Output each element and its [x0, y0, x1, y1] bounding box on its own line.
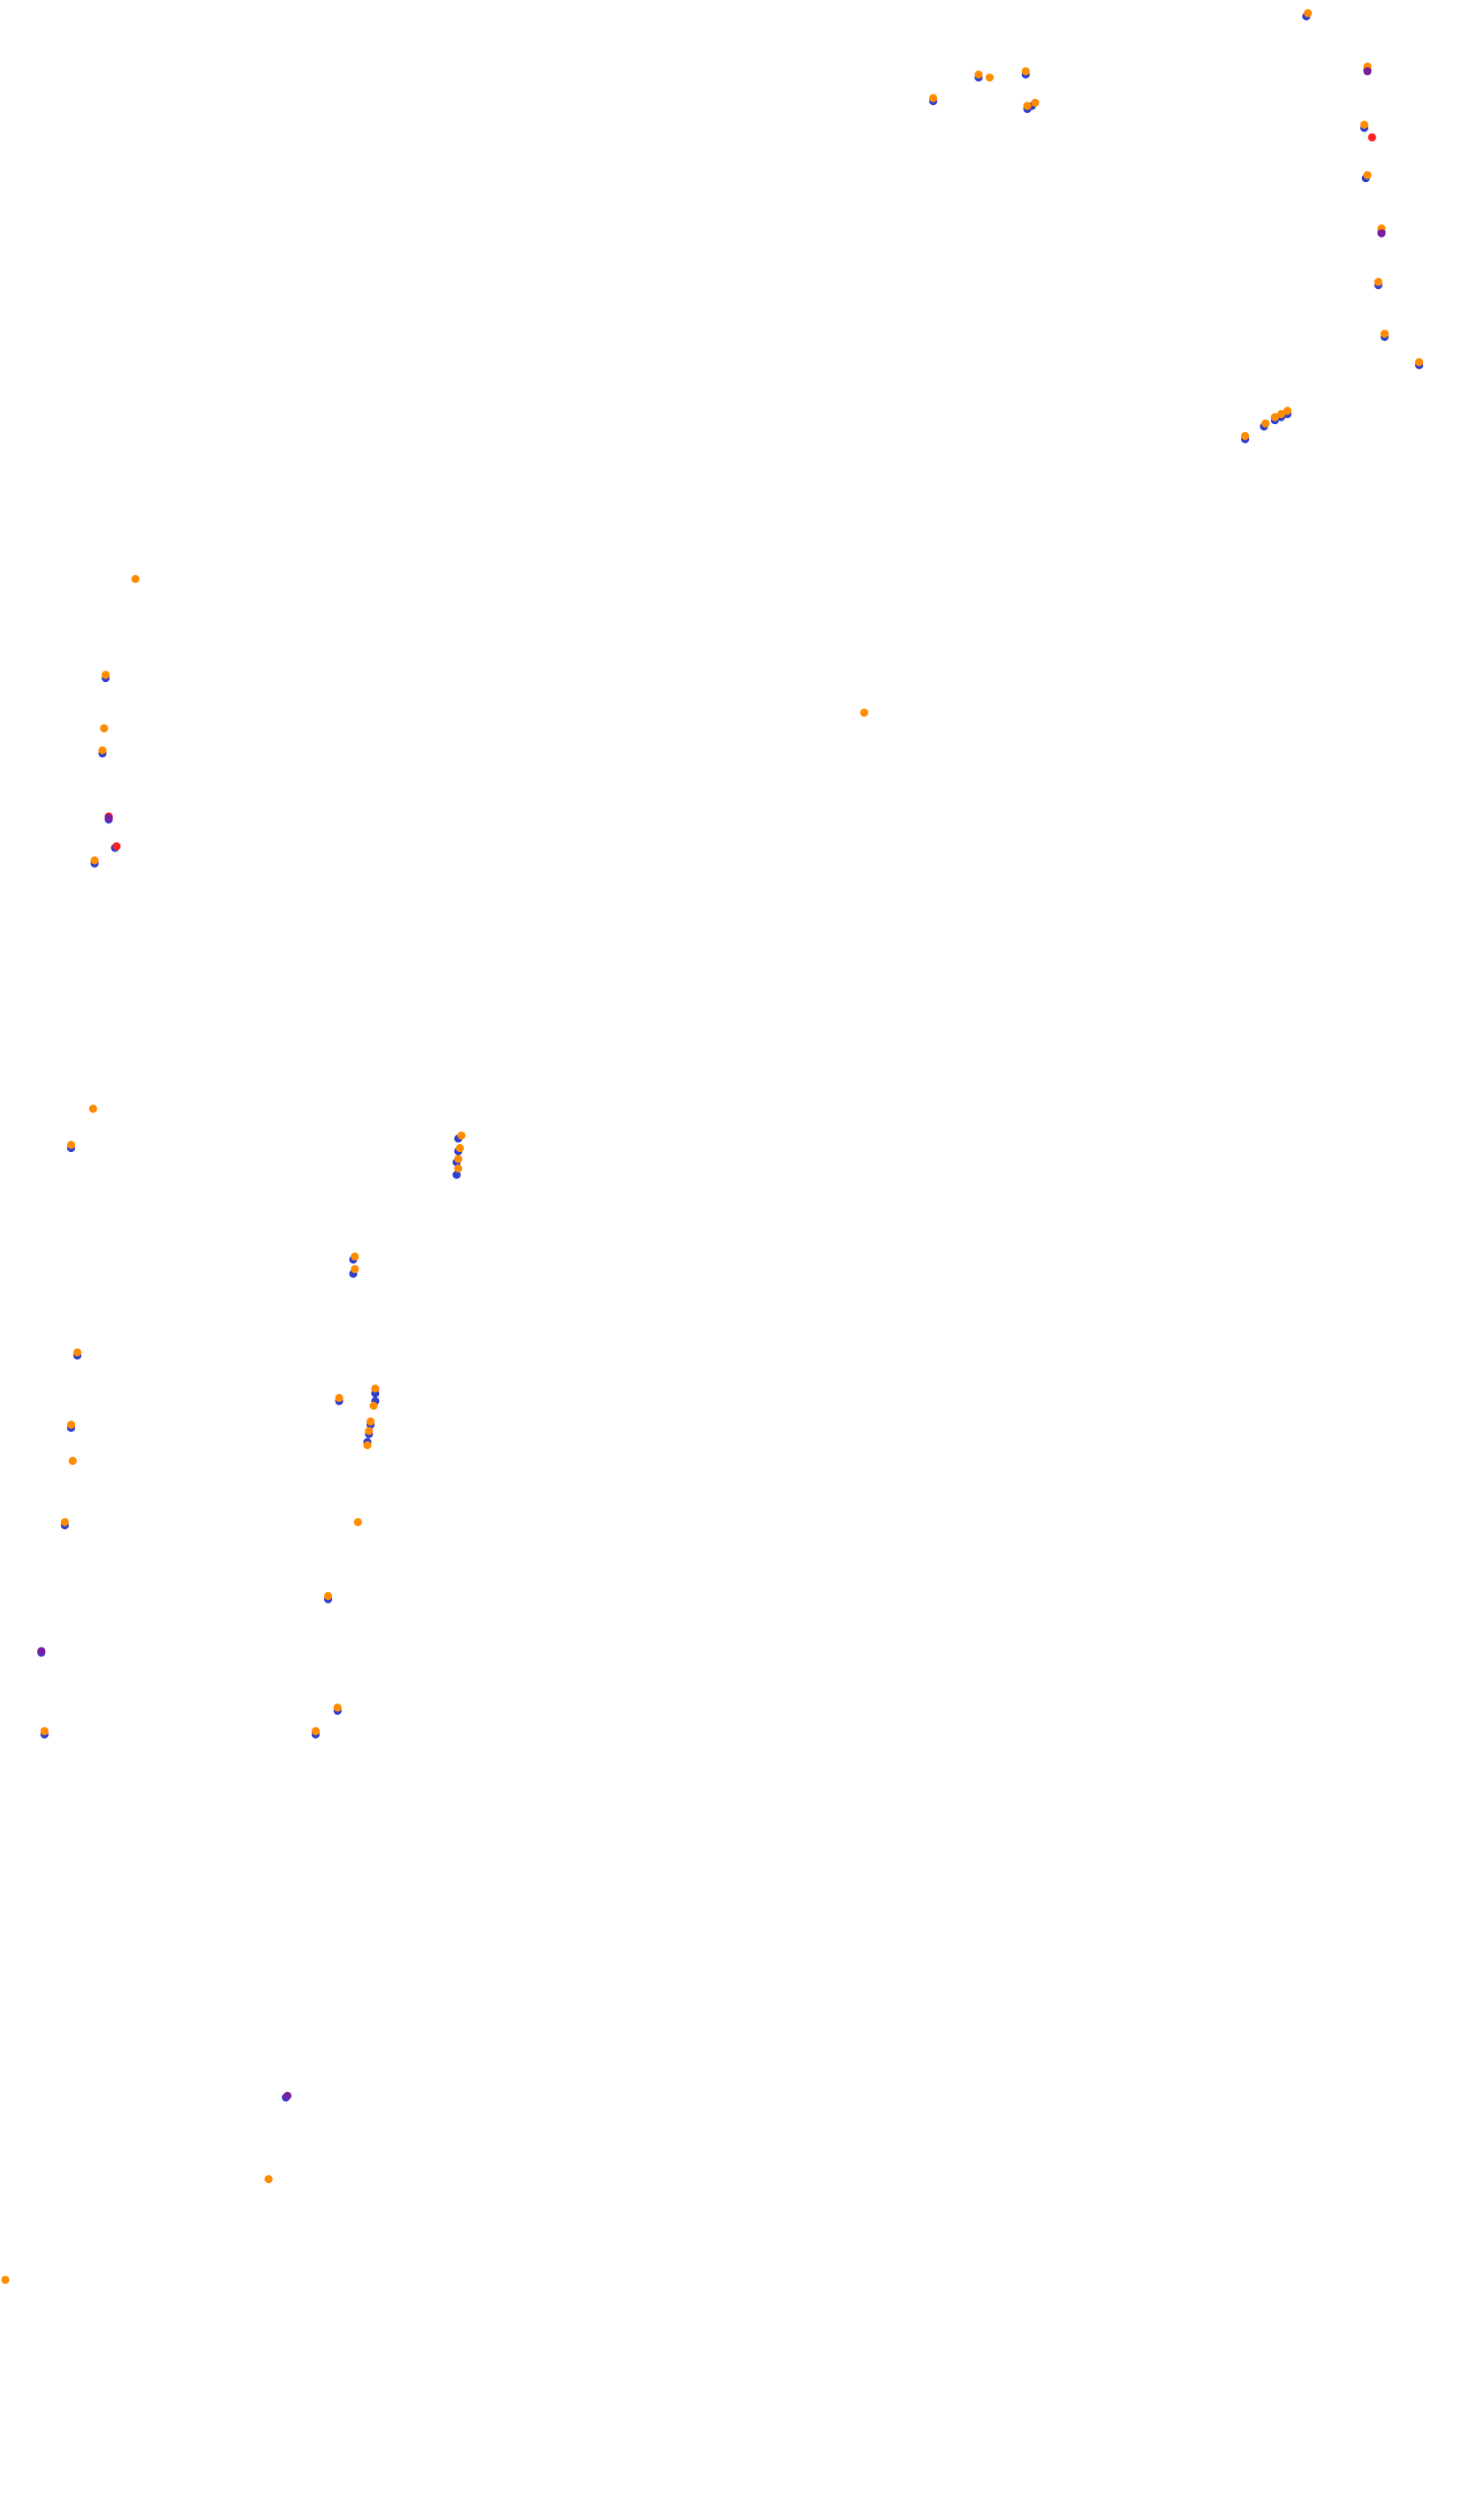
data-point-orange-14 — [1241, 431, 1250, 441]
data-point-purple-3 — [37, 1647, 46, 1656]
data-point-orange-1 — [928, 94, 938, 102]
data-point-orange-26 — [66, 1141, 76, 1149]
data-point-purple-0 — [1363, 67, 1372, 76]
data-point-orange-42 — [60, 1518, 69, 1527]
data-point-orange-13 — [1415, 358, 1424, 367]
data-point-purple-4 — [283, 2091, 292, 2100]
data-point-orange-25 — [88, 1104, 97, 1113]
data-point-orange-36 — [366, 1417, 375, 1426]
data-point-orange-47 — [311, 1726, 320, 1736]
data-point-orange-9 — [1363, 171, 1372, 179]
data-point-orange-12 — [1380, 330, 1389, 338]
data-point-orange-5 — [1023, 102, 1032, 110]
data-point-orange-24 — [90, 856, 99, 865]
data-point-blue-27 — [452, 1171, 461, 1179]
data-point-orange-38 — [363, 1441, 372, 1450]
data-point-orange-34 — [371, 1384, 380, 1393]
data-point-orange-11 — [1374, 277, 1382, 286]
data-point-orange-45 — [40, 1726, 49, 1736]
data-point-orange-37 — [365, 1427, 374, 1436]
data-point-orange-27 — [457, 1131, 466, 1140]
data-point-orange-22 — [100, 724, 109, 733]
data-point-red-2 — [112, 842, 121, 851]
data-point-orange-30 — [454, 1164, 463, 1173]
data-point-orange-3 — [985, 73, 994, 82]
data-point-orange-32 — [351, 1264, 360, 1274]
data-point-purple-1 — [1377, 229, 1386, 238]
data-point-orange-43 — [353, 1518, 362, 1527]
data-point-orange-48 — [264, 2175, 273, 2184]
data-point-orange-18 — [1283, 406, 1292, 415]
data-point-orange-49 — [1, 2275, 10, 2285]
data-point-orange-44 — [323, 1591, 333, 1601]
data-point-orange-16 — [1270, 413, 1279, 421]
data-point-orange-40 — [66, 1421, 76, 1429]
data-point-orange-41 — [68, 1456, 77, 1466]
data-point-orange-39 — [335, 1393, 344, 1402]
data-point-orange-17 — [1276, 410, 1285, 419]
data-point-orange-6 — [1031, 98, 1040, 107]
data-point-orange-19 — [131, 574, 140, 584]
data-point-purple-2 — [104, 814, 113, 823]
data-point-orange-8 — [1359, 120, 1369, 129]
data-point-red-0 — [1367, 133, 1376, 142]
data-point-orange-2 — [974, 70, 983, 79]
data-point-orange-28 — [456, 1143, 465, 1153]
points-layer — [1, 9, 1424, 2285]
data-point-orange-33 — [73, 1348, 82, 1357]
data-point-orange-4 — [1021, 67, 1030, 76]
data-point-orange-29 — [454, 1155, 463, 1164]
data-point-orange-0 — [1304, 9, 1313, 18]
data-point-orange-21 — [102, 671, 110, 679]
data-point-orange-15 — [1261, 419, 1270, 428]
data-point-orange-31 — [351, 1252, 360, 1261]
data-point-orange-23 — [98, 746, 107, 754]
data-point-orange-35 — [369, 1401, 378, 1410]
data-point-orange-46 — [333, 1703, 342, 1712]
data-point-orange-20 — [859, 709, 869, 717]
